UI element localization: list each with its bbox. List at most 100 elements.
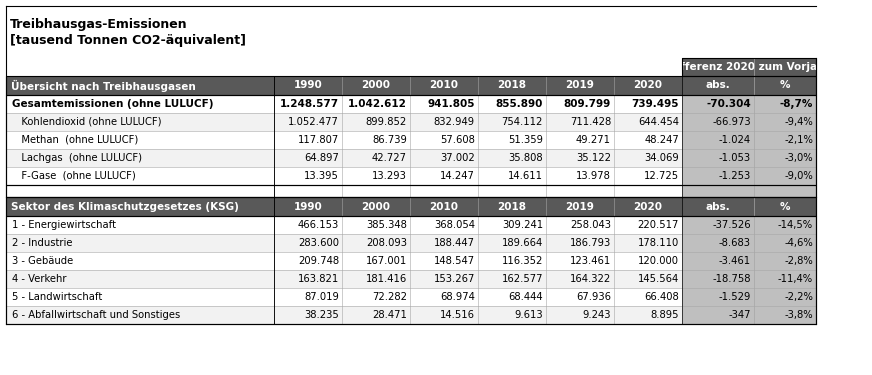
Bar: [754, 216, 816, 234]
Text: 163.821: 163.821: [297, 274, 339, 284]
Text: 1990: 1990: [294, 201, 323, 211]
Text: 13.978: 13.978: [576, 171, 611, 181]
Text: -9,4%: -9,4%: [784, 117, 813, 127]
Text: 2019: 2019: [566, 81, 595, 90]
Bar: [754, 234, 816, 252]
Text: -3,0%: -3,0%: [785, 153, 813, 163]
Text: -2,1%: -2,1%: [784, 135, 813, 145]
Text: 855.890: 855.890: [495, 99, 543, 109]
Bar: [6, 95, 816, 113]
Text: -8.683: -8.683: [719, 238, 751, 248]
Text: 385.348: 385.348: [366, 220, 407, 230]
Text: 754.112: 754.112: [501, 117, 543, 127]
Text: -1.024: -1.024: [719, 135, 751, 145]
Text: 2 - Industrie: 2 - Industrie: [12, 238, 72, 248]
Bar: [6, 197, 816, 216]
Bar: [6, 288, 816, 306]
Bar: [6, 185, 816, 197]
Text: 35.808: 35.808: [508, 153, 543, 163]
Bar: [682, 58, 816, 76]
Bar: [682, 306, 754, 324]
Text: 6 - Abfallwirtschaft und Sonstiges: 6 - Abfallwirtschaft und Sonstiges: [12, 310, 181, 320]
Text: 178.110: 178.110: [637, 238, 679, 248]
Text: %: %: [780, 201, 790, 211]
Text: 1.042.612: 1.042.612: [348, 99, 407, 109]
Text: -70.304: -70.304: [706, 99, 751, 109]
Text: Differenz 2020 zum Vorjahr: Differenz 2020 zum Vorjahr: [668, 62, 830, 72]
Text: Übersicht nach Treibhausgasen: Übersicht nach Treibhausgasen: [11, 80, 195, 92]
Text: 189.664: 189.664: [501, 238, 543, 248]
Text: 13.395: 13.395: [304, 171, 339, 181]
Text: Sektor des Klimaschutzgesetzes (KSG): Sektor des Klimaschutzgesetzes (KSG): [11, 201, 239, 211]
Text: 9.243: 9.243: [582, 310, 611, 320]
Text: 57.608: 57.608: [440, 135, 475, 145]
Text: 120.000: 120.000: [638, 256, 679, 266]
Bar: [682, 185, 816, 197]
Text: F-Gase  (ohne LULUCF): F-Gase (ohne LULUCF): [12, 171, 136, 181]
Text: 2000: 2000: [362, 201, 391, 211]
Text: 123.461: 123.461: [569, 256, 611, 266]
Text: 49.271: 49.271: [576, 135, 611, 145]
Text: 117.807: 117.807: [297, 135, 339, 145]
Text: 181.416: 181.416: [365, 274, 407, 284]
Text: -14,5%: -14,5%: [778, 220, 813, 230]
Text: -8,7%: -8,7%: [780, 99, 813, 109]
Text: 66.408: 66.408: [644, 292, 679, 302]
Bar: [6, 113, 816, 131]
Text: 148.547: 148.547: [434, 256, 475, 266]
Text: -2,2%: -2,2%: [784, 292, 813, 302]
Text: 9.613: 9.613: [514, 310, 543, 320]
Bar: [754, 149, 816, 167]
Text: 1 - Energiewirtschaft: 1 - Energiewirtschaft: [12, 220, 116, 230]
Text: [tausend Tonnen CO2-äquivalent]: [tausend Tonnen CO2-äquivalent]: [10, 34, 246, 47]
Text: -3,8%: -3,8%: [785, 310, 813, 320]
Bar: [682, 95, 754, 113]
Text: 899.852: 899.852: [365, 117, 407, 127]
Text: -3.461: -3.461: [719, 256, 751, 266]
Text: -37.526: -37.526: [712, 220, 751, 230]
Text: 368.054: 368.054: [434, 220, 475, 230]
Bar: [754, 270, 816, 288]
Text: 42.727: 42.727: [372, 153, 407, 163]
Text: 2018: 2018: [498, 201, 527, 211]
Text: -18.758: -18.758: [712, 274, 751, 284]
Text: 13.293: 13.293: [372, 171, 407, 181]
Text: 8.895: 8.895: [651, 310, 679, 320]
Text: 644.454: 644.454: [638, 117, 679, 127]
Bar: [682, 167, 754, 185]
Text: 87.019: 87.019: [304, 292, 339, 302]
Text: -2,8%: -2,8%: [784, 256, 813, 266]
Text: 164.322: 164.322: [569, 274, 611, 284]
Text: 38.235: 38.235: [304, 310, 339, 320]
Text: 283.600: 283.600: [298, 238, 339, 248]
Text: Gesamtemissionen (ohne LULUCF): Gesamtemissionen (ohne LULUCF): [12, 99, 214, 109]
Text: -11,4%: -11,4%: [778, 274, 813, 284]
Bar: [6, 306, 816, 324]
Text: 832.949: 832.949: [434, 117, 475, 127]
Bar: [754, 252, 816, 270]
Text: 72.282: 72.282: [372, 292, 407, 302]
Text: 153.267: 153.267: [433, 274, 475, 284]
Bar: [754, 95, 816, 113]
Bar: [682, 58, 816, 76]
Text: 209.748: 209.748: [298, 256, 339, 266]
Text: -4,6%: -4,6%: [784, 238, 813, 248]
Text: -66.973: -66.973: [712, 117, 751, 127]
Text: -1.253: -1.253: [719, 171, 751, 181]
Text: 5 - Landwirtschaft: 5 - Landwirtschaft: [12, 292, 102, 302]
Bar: [754, 167, 816, 185]
Bar: [6, 95, 816, 185]
Bar: [682, 149, 754, 167]
Text: 14.247: 14.247: [440, 171, 475, 181]
Bar: [6, 216, 816, 234]
Text: 188.447: 188.447: [434, 238, 475, 248]
Text: 145.564: 145.564: [637, 274, 679, 284]
Text: 309.241: 309.241: [502, 220, 543, 230]
Bar: [682, 216, 754, 234]
Bar: [6, 167, 816, 185]
Text: 1.052.477: 1.052.477: [288, 117, 339, 127]
Text: 4 - Verkehr: 4 - Verkehr: [12, 274, 66, 284]
Text: 220.517: 220.517: [637, 220, 679, 230]
Text: abs.: abs.: [705, 201, 731, 211]
Text: 208.093: 208.093: [366, 238, 407, 248]
